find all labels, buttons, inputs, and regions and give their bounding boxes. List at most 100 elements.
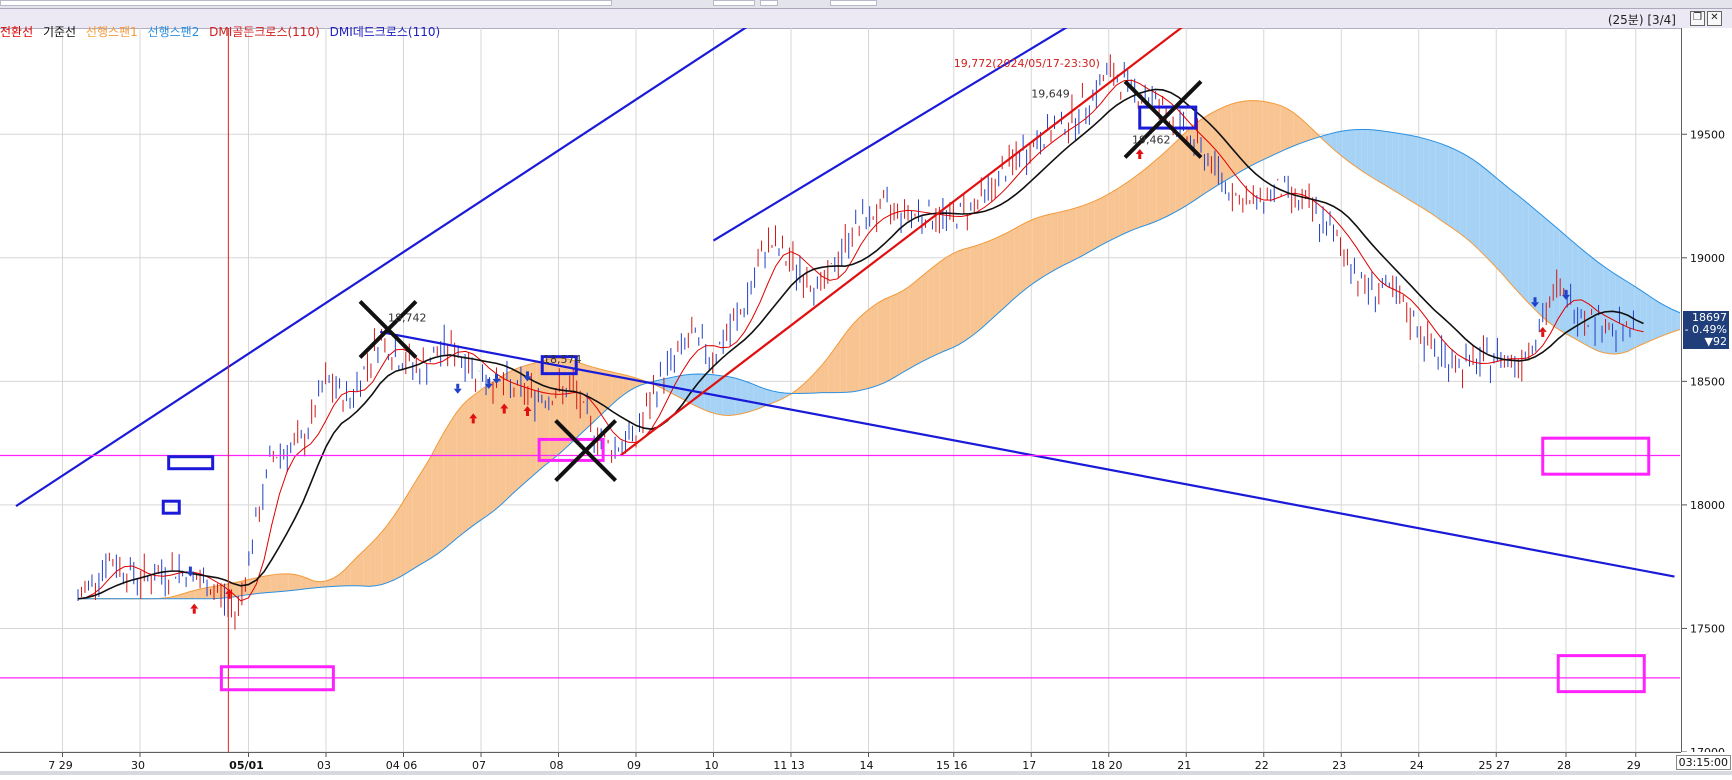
horizontal-scrollbar[interactable] [0, 771, 1732, 775]
last-price-tag: 18697 - 0.49% ▼92 [1683, 311, 1729, 349]
highlight-box-magenta [1543, 438, 1649, 474]
cloud-segment [1064, 210, 1070, 266]
extreme-value-label: 19,462 [1132, 134, 1171, 147]
cloud-segment [1169, 142, 1175, 215]
cloud-segment [245, 579, 251, 595]
dead-cross-arrow [454, 389, 462, 394]
cloud-segment [258, 576, 264, 593]
cloud-segment [735, 378, 741, 415]
cloud-segment [1386, 131, 1392, 189]
cloud-segment [599, 369, 605, 417]
cloud-segment [1027, 220, 1033, 289]
cloud-segment [1430, 140, 1436, 217]
last-price-change: ▼92 [1683, 336, 1727, 348]
cloud-segment [1163, 148, 1169, 218]
cloud-segment [1089, 201, 1095, 252]
cloud-segment [1417, 137, 1423, 209]
y-tick-label: 19500 [1690, 128, 1725, 141]
indicator-legend: 전환선 기준선 선행스팬1 선행스팬2 DMI골든크로스(110) DMI데드크… [0, 23, 446, 39]
cloud-segment [1020, 222, 1026, 293]
top-toolbar-strip [0, 0, 1732, 9]
cloud-segment [859, 312, 865, 390]
cloud-segment [1485, 169, 1491, 263]
dead-cross-arrow [487, 379, 490, 384]
cloud-segment [1175, 136, 1181, 212]
y-tick-label: 18500 [1690, 375, 1725, 388]
cloud-segment [884, 297, 890, 383]
y-tick-label: 18000 [1690, 499, 1725, 512]
cloud-segment [1392, 132, 1398, 193]
cloud-segment [1659, 302, 1665, 337]
cloud-segment [865, 307, 871, 389]
y-tick-label: 17500 [1690, 622, 1725, 635]
dead-cross-arrow [1534, 297, 1537, 302]
cloud-segment [1671, 309, 1677, 332]
cloud-segment [1250, 101, 1256, 167]
cloud-segment [1039, 215, 1045, 279]
legend-item: DMI데드크로스(110) [330, 25, 441, 39]
cloud-segment [1665, 306, 1671, 335]
cloud-segment [1547, 220, 1553, 326]
cloud-segment [295, 575, 301, 591]
cloud-segment [1008, 229, 1014, 304]
price-axis[interactable]: 170001750018000185001900019500 [1681, 28, 1732, 752]
dead-cross-arrow [456, 384, 459, 389]
cloud-segment [1529, 204, 1535, 309]
cloud-segment [1070, 208, 1076, 262]
cloud-segment [1634, 286, 1640, 348]
cloud-segment [996, 235, 1002, 315]
cloud-segment [903, 287, 909, 373]
close-icon[interactable]: ✕ [1707, 11, 1722, 26]
cloud-segment [1349, 130, 1355, 167]
cloud-segment [934, 262, 940, 356]
cloud-segment [1299, 117, 1305, 143]
period-indicator: (25분) [3/4] [1608, 11, 1676, 28]
cloud-segment [822, 357, 828, 392]
cloud-segment [1448, 147, 1454, 230]
cloud-segment [1368, 130, 1374, 179]
cloud-segment [940, 257, 946, 353]
cloud-segment [1473, 160, 1479, 251]
cloud-segment [1647, 294, 1653, 342]
cloud-segment [351, 557, 357, 586]
cloud-segment [1082, 204, 1088, 256]
restore-icon[interactable]: ❐ [1690, 11, 1705, 26]
golden-cross-arrow [503, 409, 506, 414]
price-chart: 18,74218,57419,772(2024/05/17-23:30)19,6… [0, 28, 1680, 752]
cloud-segment [754, 384, 760, 410]
cloud-segment [1566, 236, 1572, 337]
cloud-segment [270, 574, 276, 592]
cloud-segment [1560, 230, 1566, 333]
cloud-segment [890, 294, 896, 380]
golden-cross-arrow [193, 609, 196, 614]
cloud-segment [456, 405, 462, 539]
cloud-segment [450, 413, 456, 544]
cloud-segment [965, 247, 971, 341]
cloud-segment [431, 444, 437, 558]
cloud-segment [208, 586, 214, 598]
cloud-segment [1237, 101, 1243, 173]
cloud-segment [878, 299, 884, 385]
golden-cross-arrow [228, 594, 231, 599]
cloud-segment [413, 476, 419, 569]
cloud-segment [1640, 290, 1646, 345]
cloud-segment [872, 303, 878, 388]
cloud-segment [543, 359, 549, 467]
cloud-segment [1076, 206, 1082, 259]
cloud-segment [289, 574, 295, 591]
cloud-segment [388, 516, 394, 583]
cloud-segment [1058, 211, 1064, 268]
cloud-segment [1138, 170, 1144, 228]
cloud-segment [1405, 134, 1411, 201]
cloud-segment [1653, 298, 1659, 339]
cloud-segment [593, 367, 599, 423]
dead-cross-arrow [1565, 290, 1568, 295]
cloud-segment [841, 332, 847, 393]
golden-cross-arrow [190, 604, 198, 609]
cloud-segment [915, 277, 921, 366]
cloud-segment [952, 251, 958, 348]
cloud-segment [1361, 129, 1367, 174]
cloud-segment [487, 382, 493, 516]
cloud-segment [1287, 109, 1293, 149]
